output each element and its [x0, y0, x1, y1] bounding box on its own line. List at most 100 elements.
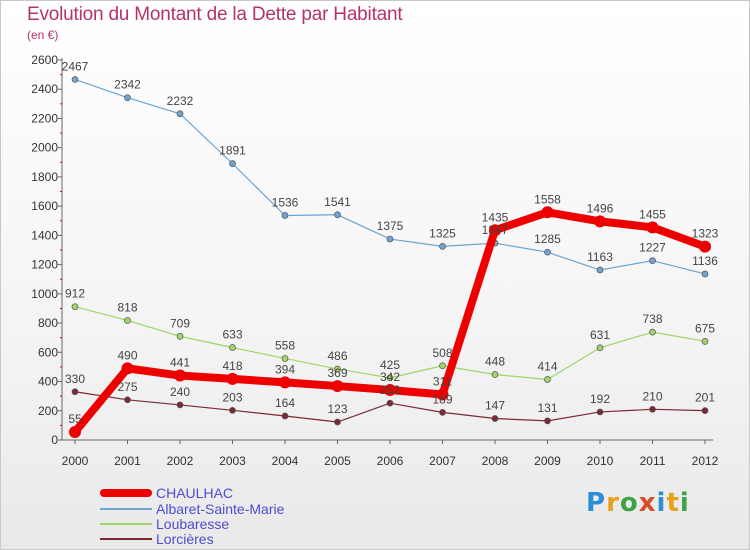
data-point-albaret-sainte-marie [334, 211, 341, 219]
legend-item-lorcieres: Lorcières [100, 531, 214, 547]
x-tick-label: 2010 [587, 454, 614, 468]
legend-item-chaulhac: CHAULHAC [100, 485, 234, 501]
y-tick-label: 1000 [31, 287, 58, 301]
y-tick-label: 1600 [31, 199, 58, 213]
data-point-chaulhac [489, 224, 501, 237]
data-point-loubaresse [229, 344, 236, 351]
legend-label: Albaret-Sainte-Marie [156, 501, 285, 517]
data-point-lorci-res [491, 415, 499, 422]
data-label-lorci-res: 252 [380, 383, 400, 397]
data-label-loubaresse: 631 [590, 328, 610, 342]
data-label-chaulhac: 1558 [534, 192, 561, 206]
data-label-lorci-res: 240 [170, 385, 190, 399]
data-point-chaulhac [279, 376, 291, 389]
data-point-albaret-sainte-marie [386, 235, 394, 243]
y-tick-label: 1200 [31, 258, 58, 272]
data-label-albaret-sainte-marie: 1227 [639, 241, 666, 255]
logo-letter: o [619, 488, 639, 518]
data-label-albaret-sainte-marie: 2342 [114, 78, 141, 92]
legend-label: Lorcières [156, 531, 214, 547]
data-point-lorci-res [281, 412, 289, 420]
data-point-chaulhac [646, 221, 659, 234]
data-label-albaret-sainte-marie: 2232 [167, 94, 194, 108]
x-tick-label: 2002 [167, 454, 194, 468]
y-tick-label: 1800 [31, 170, 58, 184]
logo-letter: x [638, 488, 657, 518]
legend-item-albaret-sainte-marie: Albaret-Sainte-Marie [100, 501, 285, 517]
data-point-lorci-res [334, 418, 341, 426]
legend-swatch [100, 538, 152, 540]
data-point-albaret-sainte-marie [544, 248, 551, 256]
data-point-loubaresse [281, 355, 289, 362]
data-point-albaret-sainte-marie [229, 160, 236, 167]
data-label-loubaresse: 486 [327, 349, 347, 363]
data-point-chaulhac [331, 380, 344, 393]
data-point-albaret-sainte-marie [596, 266, 604, 274]
y-tick-label: 800 [38, 316, 58, 330]
data-label-loubaresse: 558 [275, 338, 295, 352]
data-label-albaret-sainte-marie: 1375 [377, 219, 404, 233]
data-point-loubaresse [71, 303, 79, 311]
data-point-loubaresse [649, 328, 656, 336]
data-point-lorci-res [649, 405, 656, 413]
data-label-loubaresse: 675 [695, 321, 715, 335]
proxiti-logo: Proxiti [586, 488, 690, 518]
data-label-lorci-res: 203 [222, 390, 242, 404]
data-label-chaulhac: 441 [170, 356, 190, 370]
data-label-lorci-res: 189 [432, 392, 452, 406]
data-point-albaret-sainte-marie [649, 257, 656, 265]
data-point-lorci-res [439, 409, 446, 416]
data-label-chaulhac: 418 [222, 359, 242, 373]
data-point-lorci-res [386, 399, 394, 407]
x-tick-label: 2012 [692, 454, 719, 468]
logo-letter: r [606, 488, 620, 518]
y-tick-label: 2400 [31, 82, 58, 96]
data-point-chaulhac [69, 425, 81, 438]
data-point-lorci-res [596, 408, 604, 416]
data-point-lorci-res [71, 388, 79, 396]
logo-letter: i [656, 488, 667, 518]
data-label-chaulhac: 1496 [587, 201, 614, 215]
data-point-albaret-sainte-marie [71, 76, 79, 83]
data-point-chaulhac [384, 384, 396, 397]
data-label-loubaresse: 709 [170, 316, 190, 330]
x-tick-label: 2007 [429, 454, 456, 468]
logo-letter: i [679, 488, 690, 518]
data-label-albaret-sainte-marie: 1541 [324, 195, 351, 209]
data-point-chaulhac [121, 362, 134, 375]
data-label-loubaresse: 738 [642, 312, 662, 326]
logo-letter: P [586, 488, 607, 518]
data-point-loubaresse [334, 365, 341, 373]
y-tick-label: 2000 [31, 141, 58, 155]
data-label-lorci-res: 164 [275, 396, 295, 410]
data-point-loubaresse [386, 374, 394, 382]
data-point-loubaresse [701, 337, 709, 345]
data-point-loubaresse [544, 376, 551, 383]
data-point-lorci-res [701, 407, 709, 414]
data-point-chaulhac [594, 215, 606, 228]
data-label-albaret-sainte-marie: 1163 [587, 250, 613, 264]
data-label-loubaresse: 414 [537, 359, 557, 373]
legend-item-loubaresse: Loubaresse [100, 516, 229, 532]
logo-letter: t [666, 488, 680, 518]
data-label-lorci-res: 330 [65, 372, 85, 386]
x-tick-label: 2005 [324, 454, 351, 468]
data-label-lorci-res: 201 [695, 391, 715, 405]
chart-title: Evolution du Montant de la Dette par Hab… [27, 4, 403, 25]
data-label-albaret-sainte-marie: 1536 [272, 196, 299, 210]
y-tick-label: 600 [38, 345, 58, 359]
data-label-lorci-res: 123 [327, 402, 347, 416]
y-tick-label: 2200 [31, 111, 58, 125]
data-label-lorci-res: 210 [642, 389, 662, 403]
data-point-loubaresse [491, 371, 499, 378]
data-point-albaret-sainte-marie [439, 242, 446, 250]
data-point-lorci-res [176, 401, 184, 409]
data-label-chaulhac: 311 [433, 375, 452, 389]
legend-swatch [100, 523, 152, 525]
legend-label: CHAULHAC [156, 485, 234, 501]
x-tick-label: 2008 [482, 454, 509, 468]
data-label-chaulhac: 1323 [692, 227, 719, 241]
data-label-lorci-res: 131 [537, 401, 557, 415]
data-label-chaulhac: 1455 [639, 207, 666, 221]
